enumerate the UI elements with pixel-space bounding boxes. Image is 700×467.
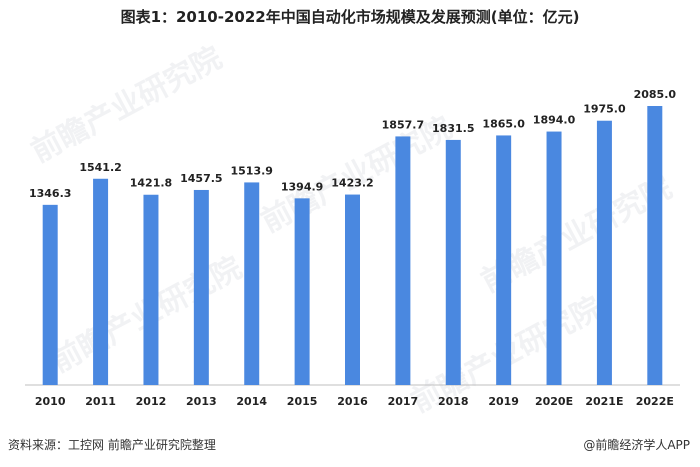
bar-2019 [496, 135, 512, 385]
data-label-2010: 1346.3 [29, 187, 71, 200]
data-label-2022E: 2085.0 [634, 88, 677, 101]
data-label-2020E: 1894.0 [533, 114, 576, 127]
credit-note: @前瞻经济学人APP [583, 438, 690, 452]
bar-2021E [596, 120, 612, 385]
data-label-2016: 1423.2 [331, 177, 373, 190]
x-tick-label-2015: 2015 [287, 395, 318, 408]
x-tick-label-2021E: 2021E [585, 395, 623, 408]
x-tick-label-2017: 2017 [388, 395, 419, 408]
bar-2016 [345, 194, 360, 385]
x-tick-label-2016: 2016 [337, 395, 368, 408]
x-tick-label-2013: 2013 [186, 395, 217, 408]
data-label-2014: 1513.9 [231, 164, 273, 177]
source-note: 资料来源：工控网 前瞻产业研究院整理 [8, 438, 216, 452]
x-tick-label-2012: 2012 [136, 395, 167, 408]
bar-2020E [546, 131, 562, 385]
x-tick-label-2010: 2010 [35, 395, 66, 408]
bar-2012 [143, 194, 159, 385]
chart-title: 图表1：2010-2022年中国自动化市场规模及发展预测(单位：亿元) [120, 8, 580, 26]
data-label-2011: 1541.2 [79, 161, 121, 174]
data-label-2015: 1394.9 [281, 180, 323, 193]
x-tick-label-2020E: 2020E [535, 395, 573, 408]
bar-2015 [294, 198, 310, 385]
data-label-2018: 1831.5 [432, 122, 474, 135]
bar-2014 [244, 182, 260, 385]
bar-2017 [395, 136, 411, 385]
x-tick-label-2022E: 2022E [636, 395, 674, 408]
data-label-2019: 1865.0 [482, 117, 525, 130]
data-label-2021E: 1975.0 [583, 103, 626, 116]
x-tick-label-2018: 2018 [438, 395, 469, 408]
data-label-2012: 1421.8 [130, 177, 172, 190]
bar-2011 [93, 178, 109, 385]
bar-2013 [193, 189, 209, 385]
bar-2022E [647, 106, 663, 385]
bar-2010 [42, 204, 58, 385]
bar-2018 [445, 139, 461, 385]
data-label-2013: 1457.5 [180, 172, 222, 185]
x-tick-label-2011: 2011 [85, 395, 116, 408]
x-tick-label-2014: 2014 [236, 395, 267, 408]
data-label-2017: 1857.7 [382, 118, 424, 131]
x-tick-label-2019: 2019 [488, 395, 519, 408]
